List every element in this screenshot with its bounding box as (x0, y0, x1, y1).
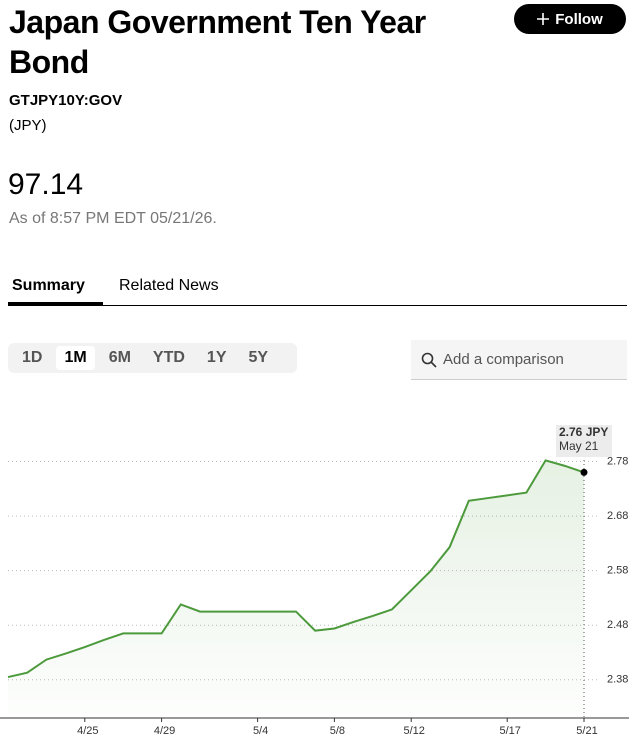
title: Japan Government Ten Year Bond (9, 4, 426, 80)
chart: 2.38 2.48 2.58 2.68 2.78 4/25 4/29 5/4 5/8 5/12 5/… (0, 425, 629, 737)
last-point (580, 468, 588, 476)
y-tick-label: 2.38 (607, 674, 628, 686)
range-button[interactable]: 5Y (248, 349, 269, 366)
range-button[interactable]: 1M (56, 346, 95, 370)
x-tick-label: 5/4 (253, 725, 268, 737)
range-button[interactable]: 1Y (206, 349, 227, 366)
y-tick-label: 2.78 (607, 455, 628, 467)
follow-button[interactable]: Follow (514, 4, 626, 34)
tab[interactable]: Related News (119, 277, 219, 294)
y-tick-label: 2.48 (607, 619, 628, 631)
tab-indicator (8, 302, 103, 305)
y-tick-label: 2.58 (607, 565, 628, 577)
price: 97.14 (8, 168, 84, 201)
ticker: GTJPY10Y:GOV (9, 92, 123, 109)
comparison-search[interactable]: Add a comparison (411, 340, 627, 380)
search-icon (421, 352, 437, 368)
y-tick-label: 2.68 (607, 510, 628, 522)
x-tick-label: 5/12 (403, 725, 424, 737)
line (7, 459, 585, 679)
x-tick-label: 5/21 (576, 725, 597, 737)
tab-divider (8, 305, 627, 306)
tooltip (556, 425, 612, 457)
area (8, 460, 584, 718)
range-selector: 1D 1M 6M YTD 1Y 5Y (8, 343, 297, 373)
x-tick-label: 5/8 (330, 725, 345, 737)
plus-icon (537, 13, 550, 25)
range-button[interactable]: 1D (22, 349, 43, 366)
tab[interactable]: Summary (12, 277, 85, 294)
range-button[interactable]: 6M (108, 349, 131, 366)
search-placeholder: Add a comparison (443, 351, 564, 368)
tooltip-value: 2.76 JPY (559, 425, 608, 439)
x-tick-label: 4/29 (154, 725, 175, 737)
x-tick-label: 4/25 (77, 725, 98, 737)
as-of: As of 8:57 PM EDT 05/21/26. (9, 210, 217, 227)
currency: (JPY) (9, 117, 47, 134)
x-tick-label: 5/17 (499, 725, 520, 737)
range-button[interactable]: YTD (152, 349, 185, 366)
follow-label: Follow (555, 10, 603, 28)
tooltip-date: May 21 (559, 439, 599, 453)
